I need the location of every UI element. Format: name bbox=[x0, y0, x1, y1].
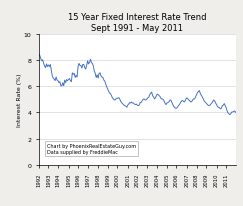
Y-axis label: Interest Rate (%): Interest Rate (%) bbox=[17, 73, 22, 126]
Title: 15 Year Fixed Interest Rate Trend
Sept 1991 - May 2011: 15 Year Fixed Interest Rate Trend Sept 1… bbox=[68, 13, 207, 33]
Text: Chart by PhoenixRealEstateGuy.com
Data supplied by FreddieMac: Chart by PhoenixRealEstateGuy.com Data s… bbox=[47, 144, 136, 154]
